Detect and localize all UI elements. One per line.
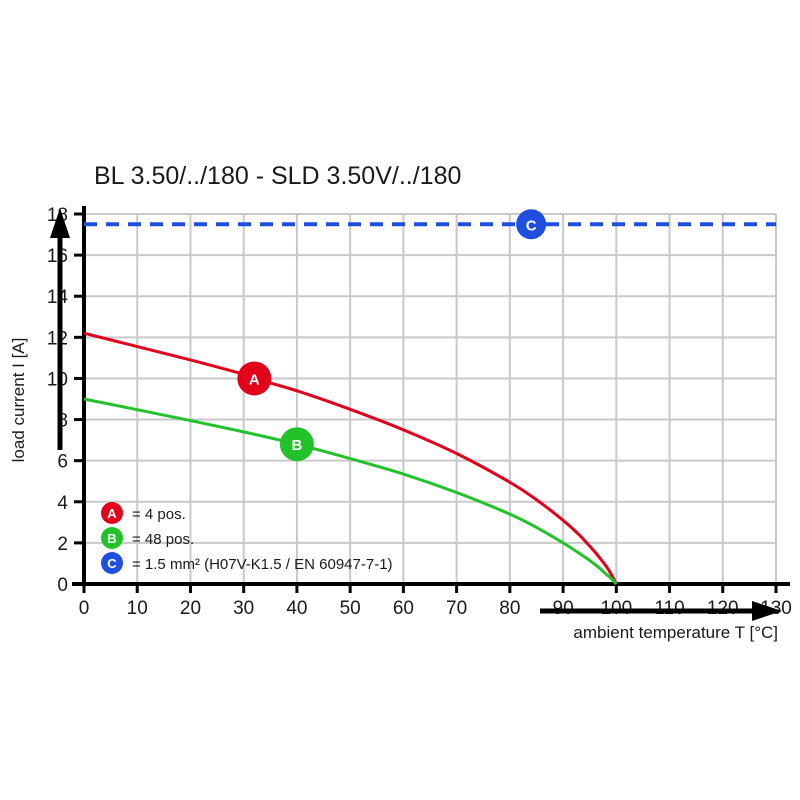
chart-legend: A = 4 pos. B = 48 pos. C = 1.5 mm² (H07V-K1.5… (101, 502, 393, 574)
curve-marker-c: C (516, 209, 547, 240)
x-tick-label: 70 (446, 598, 467, 619)
legend-item-c: C = 1.5 mm² (H07V-K1.5 / EN 60947-7-1) (101, 552, 393, 574)
y-tick-label: 6 (57, 452, 68, 473)
y-axis-label: load current I [A] (9, 338, 28, 463)
legend-item-a: A = 4 pos. (101, 502, 186, 524)
x-axis-ticks: 0102030405060708090100110120130 (79, 584, 792, 619)
y-tick-label: 16 (47, 246, 68, 267)
legend-badge-a (101, 502, 123, 524)
marker-label-b: B (292, 437, 303, 454)
marker-circle-a (237, 361, 272, 396)
curve-marker-b: B (279, 427, 314, 462)
legend-text-b: = 48 pos. (132, 531, 194, 548)
series-curves (83, 222, 776, 586)
legend-badge-b (101, 527, 123, 549)
curve-markers: A B C (237, 209, 547, 462)
y-tick-label: 12 (47, 328, 68, 349)
chart-title: BL 3.50/../180 - SLD 3.50V/../180 (94, 162, 461, 190)
y-tick-label: 2 (57, 534, 68, 555)
y-tick-label: 10 (47, 369, 68, 390)
x-tick-label: 40 (286, 598, 307, 619)
legend-text-c: = 1.5 mm² (H07V-K1.5 / EN 60947-7-1) (132, 556, 393, 573)
legend-badge-letter-b: B (107, 531, 116, 546)
x-tick-label: 20 (180, 598, 201, 619)
y-axis-label-group: load current I [A] (9, 208, 70, 462)
legend-text-a: = 4 pos. (132, 506, 186, 523)
y-tick-label: 8 (57, 411, 68, 432)
series-curve-b (83, 397, 618, 586)
x-tick-label: 30 (233, 598, 254, 619)
x-tick-label: 80 (499, 598, 520, 619)
x-tick-label: 50 (340, 598, 361, 619)
marker-circle-b (279, 427, 314, 462)
x-tick-label: 10 (127, 598, 148, 619)
marker-circle-c (516, 209, 547, 240)
legend-item-b: B = 48 pos. (101, 527, 194, 549)
y-tick-label: 0 (57, 575, 68, 596)
x-axis-arrow-icon (540, 601, 782, 621)
x-axis-label-group: ambient temperature T [°C] (540, 601, 782, 642)
marker-label-c: C (526, 217, 537, 234)
y-axis-arrow-icon (50, 208, 70, 450)
x-tick-label: 60 (393, 598, 414, 619)
marker-label-a: A (249, 371, 260, 388)
legend-badge-letter-a: A (107, 506, 117, 521)
legend-badge-letter-c: C (107, 556, 117, 571)
curve-marker-a: A (237, 361, 272, 396)
grid-vertical (83, 214, 777, 584)
x-axis-label: ambient temperature T [°C] (573, 623, 778, 642)
y-tick-label: 4 (57, 493, 68, 514)
series-curve-a (83, 331, 618, 585)
legend-badge-c (101, 552, 123, 574)
x-tick-label: 0 (79, 598, 90, 619)
